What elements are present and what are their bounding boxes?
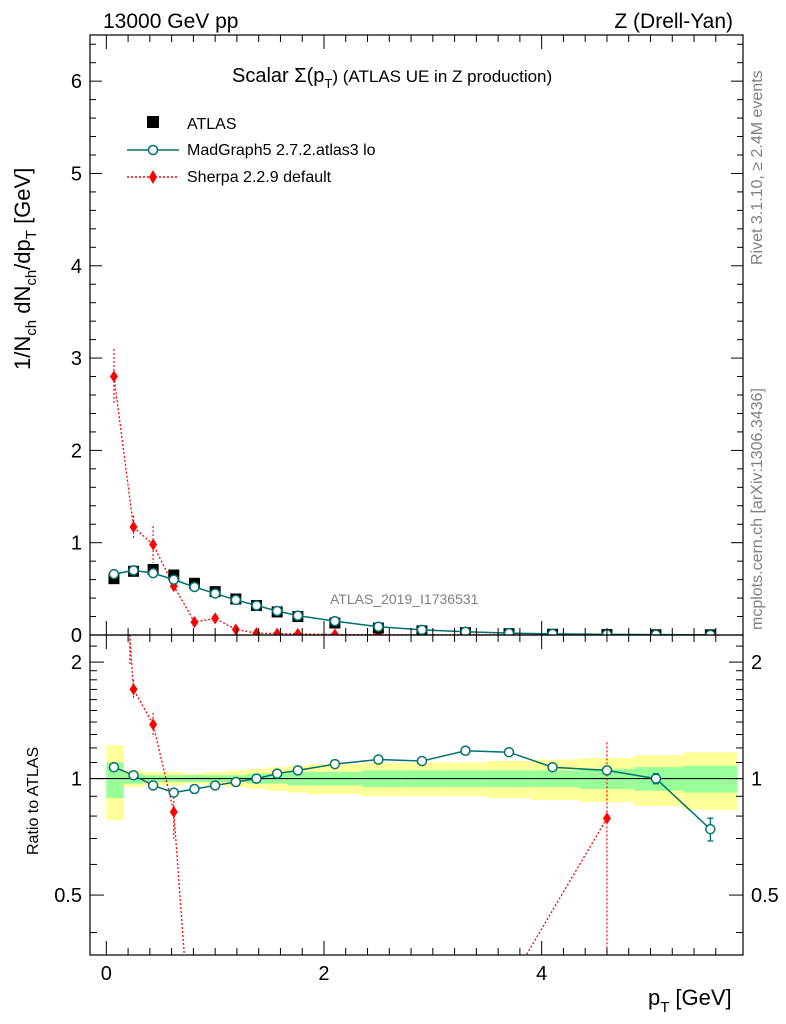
y-tick-label: 5 [71, 163, 82, 185]
madgraph-ratio-point [271, 768, 283, 779]
y-axis-label: 1/Nch dNch/dpT [GeV] [10, 168, 40, 370]
madgraph-point [168, 574, 180, 585]
madgraph-ratio-point [416, 755, 428, 767]
madgraph-ratio-point [209, 780, 221, 791]
header-right: Z (Drell-Yan) [614, 10, 733, 33]
y-tick-label: 4 [71, 256, 82, 278]
ratio-frame [89, 634, 744, 956]
sherpa-point [129, 521, 138, 533]
sherpa-ratio-line [525, 817, 608, 955]
ratio-y-tick-label: 1 [71, 769, 82, 791]
madgraph-ratio-point [460, 745, 471, 757]
madgraph-ratio-point [108, 761, 120, 773]
madgraph-ratio-point [147, 780, 159, 791]
uncertainty-band-inner [106, 762, 124, 799]
legend-label-atlas: ATLAS [187, 116, 237, 133]
mcplots-label: mcplots.cern.ch [arXiv:1306.3436] [749, 388, 766, 630]
x-axis-label: pT [GeV] [648, 985, 732, 1016]
madgraph-point [547, 628, 558, 635]
madgraph-point [189, 581, 200, 593]
chart-title: Scalar Σ(pT) (ATLAS UE in Z production) [232, 65, 552, 91]
sherpa-ratio-point [602, 812, 611, 825]
y-tick-label: 0 [71, 625, 82, 647]
madgraph-ratio-point [601, 765, 613, 776]
madgraph-ratio-point [168, 787, 180, 798]
madgraph-point [271, 605, 283, 617]
legend-label-madgraph: MadGraph5 2.7.2.atlas3 lo [187, 142, 376, 159]
madgraph-ratio-point [251, 773, 262, 784]
madgraph-ratio-point [373, 754, 384, 765]
ratio-y-tick-label-right: 2 [751, 652, 762, 674]
madgraph-point [128, 565, 139, 576]
madgraph-point [416, 624, 428, 635]
x-tick-label: 0 [101, 963, 112, 985]
sherpa-point [273, 627, 282, 635]
madgraph-ratio-point [503, 746, 515, 758]
sherpa-point [190, 616, 199, 629]
madgraph-point [329, 615, 341, 627]
ratio-bands [106, 745, 738, 821]
ratio-y-tick-label: 0.5 [54, 885, 82, 907]
madgraph-ratio-point [189, 783, 200, 795]
ratio-y-axis-label: Ratio to ATLAS [25, 747, 42, 855]
madgraph-point [209, 588, 221, 599]
ratio-plot-area [90, 635, 743, 955]
legend-marker-atlas [147, 116, 159, 128]
y-tick-label: 6 [71, 71, 82, 93]
y-tick-label: 2 [71, 440, 82, 462]
sherpa-point [211, 612, 220, 625]
y-tick-label: 1 [71, 533, 82, 555]
madgraph-ratio-point [329, 758, 341, 770]
madgraph-point [373, 621, 384, 632]
madgraph-point [230, 594, 242, 606]
sherpa-point [231, 623, 240, 635]
madgraph-ratio-point [230, 776, 242, 788]
ratio-y-tick-label: 2 [71, 652, 82, 674]
madgraph-ratio-point [128, 770, 139, 781]
x-tick-label: 2 [318, 963, 329, 985]
sherpa-ratio-point [169, 805, 178, 818]
madgraph-ratio-point [650, 773, 662, 784]
madgraph-ratio-point [705, 823, 716, 835]
legend: ATLAS MadGraph5 2.7.2.atlas3 lo Sherpa 2… [127, 116, 376, 186]
analysis-watermark: ATLAS_2019_I1736531 [330, 591, 479, 607]
sherpa-point [293, 627, 302, 635]
ratio-axes: 0 2 4 0.5 0.5 1 1 2 2 [54, 635, 779, 985]
madgraph-point [147, 567, 159, 579]
madgraph-point [251, 600, 262, 611]
sherpa-point [109, 370, 118, 383]
sherpa-ratio-point [149, 718, 158, 731]
sherpa-ratio-line [128, 635, 185, 955]
madgraph-ratio-point [547, 761, 558, 773]
header-left: 13000 GeV pp [103, 10, 238, 33]
sherpa-point [330, 628, 339, 635]
madgraph-point [292, 610, 304, 621]
rivet-label: Rivet 3.1.10, ≥ 2.4M events [749, 70, 766, 265]
legend-marker-madgraph [147, 144, 159, 156]
ratio-y-tick-label-right: 0.5 [751, 885, 779, 907]
legend-marker-sherpa [149, 170, 157, 184]
x-tick-label: 4 [536, 963, 547, 985]
legend-label-sherpa: Sherpa 2.2.9 default [187, 169, 332, 186]
madgraph-ratio-point [292, 765, 304, 776]
sherpa-ratio-point [129, 683, 138, 696]
y-tick-label: 3 [71, 348, 82, 370]
main-plot-area [108, 348, 716, 635]
sherpa-point [149, 538, 158, 551]
madgraph-point [460, 626, 471, 635]
madgraph-point [108, 568, 120, 580]
sherpa-point [252, 627, 261, 635]
madgraph-point [503, 627, 515, 635]
main-axes: 0 1 2 3 4 5 6 [71, 35, 743, 647]
ratio-y-tick-label-right: 1 [751, 769, 762, 791]
